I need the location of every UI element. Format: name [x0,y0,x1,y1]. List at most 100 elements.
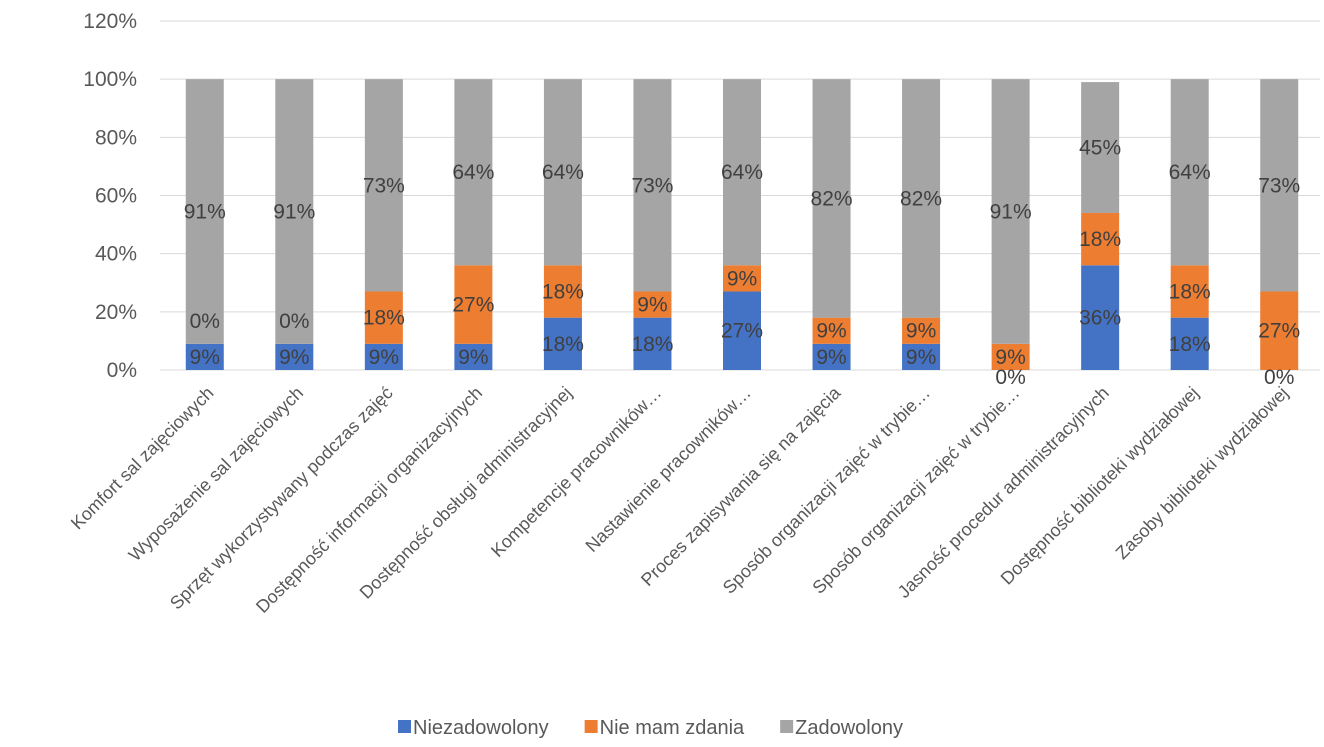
data-label: 9% [458,346,488,369]
bar-segment [633,79,672,292]
data-label: 18% [542,280,584,303]
x-category-label: Wyposażenie sal zajęciowych [125,383,307,565]
bar-segment [1170,317,1209,370]
legend: Niezadowolony Nie mam zdania Zadowolony [398,717,903,739]
y-tick-label: 60% [95,185,137,208]
bar-segment [275,79,314,344]
data-label: 9% [816,320,846,343]
legend-label: Zadowolony [795,717,903,739]
data-label: 82% [900,187,942,210]
data-label: 9% [816,346,846,369]
x-category-label: Proces zapisywania się na zajęcia [637,382,845,590]
data-label: 82% [811,187,853,210]
bar-segment [1170,265,1209,318]
bar-segment [454,343,493,370]
data-label: 27% [721,320,763,343]
y-tick-label: 120% [83,10,137,33]
data-label: 73% [631,174,673,197]
bar-segment [364,291,403,344]
data-label: 45% [1079,137,1121,160]
data-labels: 9%0%91%9%0%91%9%18%73%9%27%64%18%18%64%1… [184,137,1300,389]
bar-segment [633,291,672,318]
bar-segment [543,265,582,318]
legend-label: Nie mam zdania [600,717,745,739]
bar-segment [1170,79,1209,266]
x-category-label: Kompetencje pracowników… [487,383,665,561]
data-label: 9% [190,346,220,369]
data-label: 64% [452,161,494,184]
bar-segment [633,317,672,370]
legend-swatch [398,720,411,733]
data-label: 9% [369,346,399,369]
bars [185,79,1299,370]
bar-segment [275,343,314,370]
bar-segment [454,265,493,344]
bar-segment [812,79,851,318]
data-label: 0% [995,366,1025,389]
data-label: 64% [542,161,584,184]
bar-segment [902,343,941,370]
data-label: 0% [1264,366,1294,389]
x-category-label: Zasoby biblioteki wydziałowej [1112,383,1292,563]
data-label: 73% [1258,174,1300,197]
bar-segment [1260,79,1299,292]
bar-segment [723,291,761,370]
data-label: 0% [190,310,220,333]
data-label: 36% [1079,307,1121,330]
x-category-label: Dostępność biblioteki wydziałowej [997,383,1203,589]
bar-segment [543,79,582,266]
bar-segment [185,79,224,344]
data-label: 18% [1169,280,1211,303]
legend-swatch [780,720,794,733]
bar-segment [1081,265,1120,370]
data-label: 9% [637,294,667,317]
y-tick-label: 0% [107,359,137,382]
data-label: 0% [279,310,309,333]
y-axis-ticks: 0% 20% 40% 60% 80% 100% 120% [83,10,137,382]
y-tick-label: 20% [95,301,137,324]
data-label: 18% [542,333,584,356]
y-tick-label: 80% [95,126,137,149]
bar-segment [364,79,403,292]
bar-segment [723,265,761,292]
data-label: 27% [452,294,494,317]
data-label: 18% [631,333,673,356]
bar-segment [991,343,1030,370]
data-label: 9% [727,267,757,290]
data-label: 9% [906,320,936,343]
bar-segment [1260,291,1299,370]
y-tick-label: 100% [83,68,137,91]
bar-segment [812,343,851,370]
data-label: 64% [721,161,763,184]
legend-swatch [584,720,598,733]
data-label: 9% [906,346,936,369]
x-category-label: Komfort sal zajęciowych [67,383,218,534]
bar-segment [364,343,403,370]
data-label: 64% [1169,161,1211,184]
bar-segment [1081,82,1120,213]
data-label: 9% [995,346,1025,369]
data-label: 9% [279,346,309,369]
bar-segment [185,343,224,370]
data-label: 91% [990,200,1032,223]
bar-segment [1081,212,1120,266]
y-tick-label: 40% [95,243,137,266]
bar-segment [812,317,851,344]
data-label: 91% [273,200,315,223]
data-label: 18% [363,307,405,330]
bar-segment [902,317,941,344]
data-label: 27% [1258,320,1300,343]
bar-segment [723,79,761,266]
bar-segment [543,317,582,370]
data-label: 73% [363,174,405,197]
data-label: 18% [1169,333,1211,356]
x-category-label: Nastawienie pracowników… [582,383,755,556]
data-label: 91% [184,200,226,223]
bar-segment [991,79,1030,344]
bar-segment [454,79,493,266]
legend-label: Niezadowolony [413,717,549,739]
bar-segment [902,79,941,318]
data-label: 18% [1079,228,1121,251]
